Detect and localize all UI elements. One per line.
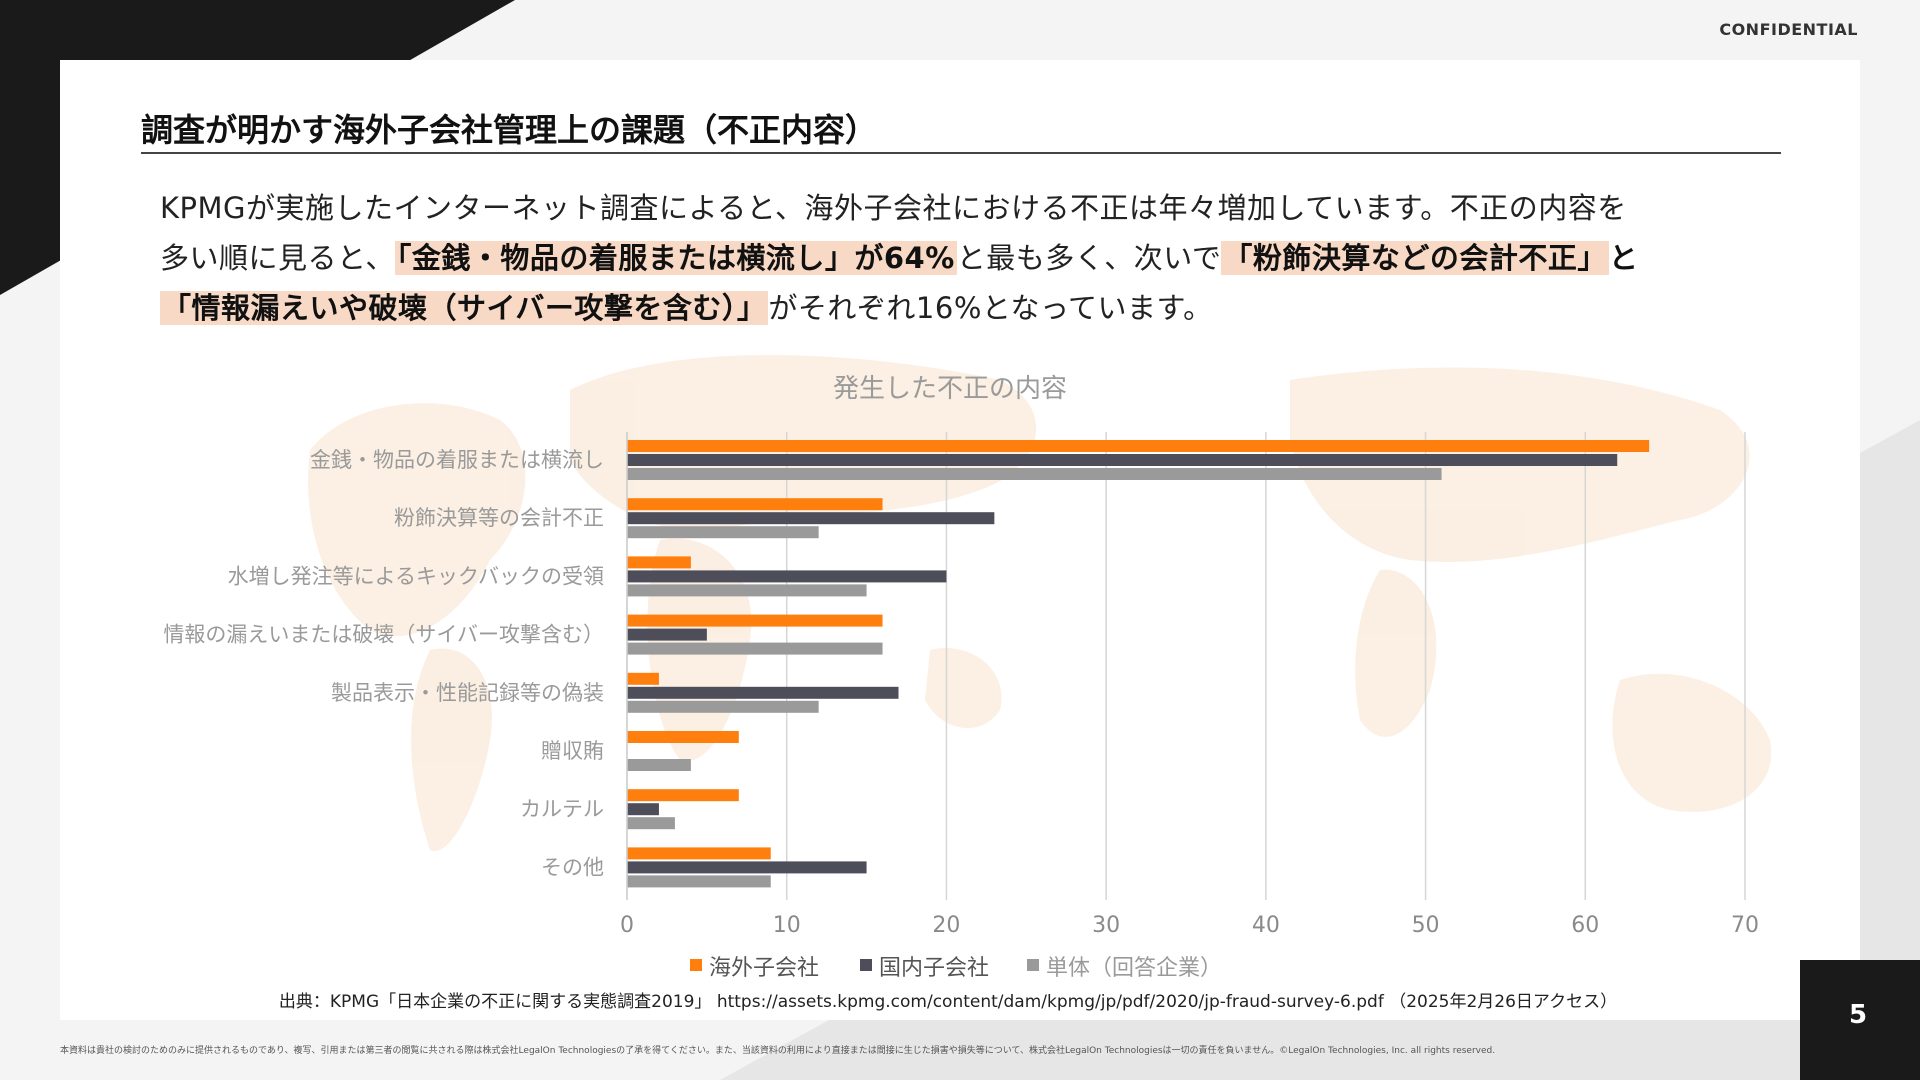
highlight-information-leak: 「情報漏えいや破壊（サイバー攻撃を含む）」 [160,291,769,325]
bar [627,803,659,816]
bar [627,614,883,627]
bar [627,759,691,771]
bar [627,847,771,860]
bar [627,731,739,743]
summary-text-4: と [1608,241,1639,275]
bar [627,498,883,511]
bar [627,512,995,525]
x-tick-label: 30 [1092,913,1120,938]
x-tick-label: 70 [1731,913,1759,938]
summary-text-1: KPMGが実施したインターネット調査によると、海外子会社における不正は年々増加し… [160,191,1627,225]
legend-label: 海外子会社 [709,956,819,981]
category-label: 贈収賄 [541,739,604,763]
bar [627,686,899,699]
bar [627,454,1618,466]
bar [627,789,739,802]
bar [627,570,947,583]
x-tick-label: 50 [1412,913,1440,938]
page-title: 調査が明かす海外子会社管理上の課題（不正内容） [141,111,878,149]
category-label: 製品表示・性能記録等の偽装 [331,681,604,705]
page-number: 5 [1848,1000,1868,1030]
bar [627,526,819,539]
x-tick-label: 20 [932,913,960,938]
title-underline [141,152,1781,154]
x-tick-label: 10 [773,913,801,938]
summary-text-5: がそれぞれ16%となっています。 [768,291,1213,325]
bar [627,672,659,685]
legend-swatch [1027,959,1039,971]
confidential-label: CONFIDENTIAL [1719,20,1858,39]
category-label: その他 [541,855,604,879]
legend-label: 単体（回答企業） [1046,956,1222,981]
footer-disclaimer: 本資料は貴社の検討のためのみに提供されるものであり、複写、引用または第三者の閲覧… [60,1046,1496,1056]
legend-label: 国内子会社 [879,956,989,981]
summary-text-3: と最も多く、次いで [956,241,1222,275]
bar [627,875,771,888]
category-label: 粉飾決算等の会計不正 [394,506,604,530]
x-tick-label: 60 [1571,913,1599,938]
x-tick-label: 40 [1252,913,1280,938]
summary-text-2: 多い順に見ると、 [160,241,395,275]
bar [627,700,819,713]
bar [627,440,1650,452]
category-label: カルテル [520,797,604,821]
category-label: 金銭・物品の着服または横流し [310,448,604,472]
summary-paragraph: KPMGが実施したインターネット調査によると、海外子会社における不正は年々増加し… [160,183,1800,333]
highlight-embezzlement: 「金銭・物品の着服または横流し」が64% [394,241,957,275]
source-citation: 出典：KPMG「日本企業の不正に関する実態調査2019」 https://ass… [278,992,1618,1012]
bar [627,584,867,597]
bar [627,628,707,641]
bar [627,468,1442,480]
bar [627,642,883,655]
bar [627,861,867,874]
legend-swatch [860,959,872,971]
chart-title: 発生した不正の内容 [833,374,1067,404]
legend-swatch [690,959,702,971]
bar [627,817,675,830]
bar [627,556,691,569]
page-number-box [1800,960,1920,1080]
category-label: 水増し発注等によるキックバックの受領 [228,564,604,588]
x-tick-label: 0 [620,913,634,938]
category-label: 情報の漏えいまたは破壊（サイバー攻撃含む） [163,623,604,647]
highlight-accounting-fraud: 「粉飾決算などの会計不正」 [1221,241,1609,275]
